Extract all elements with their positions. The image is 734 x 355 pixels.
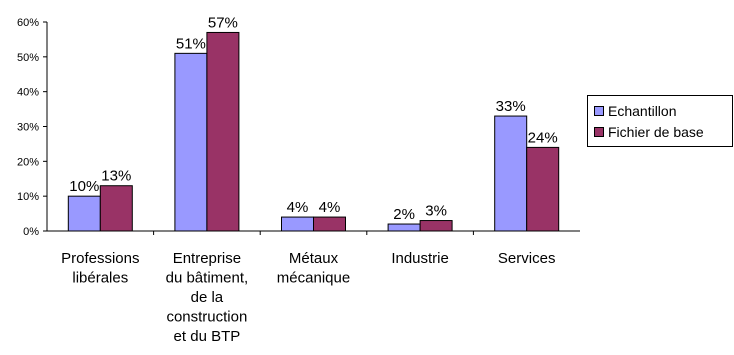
bar-data-label: 3%	[425, 203, 447, 220]
chart-category-labels: Professions libérales Entreprise du bâtimen…	[61, 250, 555, 345]
bar-data-label: 51%	[176, 35, 206, 52]
legend-label-fichier-de-base: Fichier de base	[608, 124, 704, 140]
x-category-label: et du BTP	[174, 328, 241, 345]
bar-data-label: 4%	[287, 199, 309, 216]
x-category-label: Industrie	[391, 250, 449, 267]
bar-fichier-de-base	[206, 31, 240, 232]
bar-data-label: 4%	[319, 199, 341, 216]
bar-echantillon	[174, 52, 208, 232]
bar-fichier-de-base	[526, 146, 560, 232]
bar-data-label: 33%	[496, 98, 526, 115]
bar-echantillon	[494, 115, 528, 232]
x-category-label: Professions	[61, 250, 139, 267]
bar-echantillon	[67, 195, 101, 232]
x-category-label: libérales	[72, 270, 128, 287]
legend-label-echantillon: Echantillon	[608, 103, 677, 119]
y-tick-label: 10%	[17, 191, 39, 203]
bar-data-label: 57%	[208, 14, 238, 31]
bar-fichier-de-base	[419, 220, 453, 232]
x-category-label: construction	[166, 309, 247, 326]
x-category-label: mécanique	[277, 270, 350, 287]
legend-item-echantillon: Echantillon	[594, 102, 677, 120]
legend-item-fichier-de-base: Fichier de base	[594, 123, 704, 141]
y-tick-label: 0%	[23, 226, 39, 238]
bar-fichier-de-base	[313, 216, 346, 232]
bar-data-label: 10%	[69, 178, 99, 195]
x-category-label: Métaux	[289, 250, 339, 267]
y-tick-label: 50%	[17, 52, 39, 64]
chart-data-labels: 10%13% 51%57% 4% 4% 2% 3% 33%24%	[69, 14, 557, 223]
x-category-label: Entreprise	[173, 250, 241, 267]
bar-echantillon	[281, 216, 314, 232]
legend-swatch-fichier-de-base	[594, 127, 604, 137]
chart-legend: Echantillon Fichier de base	[587, 95, 733, 147]
legend-swatch-echantillon	[594, 106, 604, 116]
bar-echantillon	[387, 223, 421, 232]
y-tick-label: 30%	[17, 122, 39, 134]
x-category-label: du bâtiment,	[166, 270, 249, 287]
chart-axes: 0% 10% 20% 30% 40% 50% 60%	[17, 17, 580, 238]
bar-data-label: 24%	[528, 129, 558, 146]
bar-data-label: 2%	[393, 206, 415, 223]
y-tick-label: 60%	[17, 17, 39, 29]
y-tick-label: 40%	[17, 87, 39, 99]
y-tick-label: 20%	[17, 156, 39, 168]
bar-fichier-de-base	[99, 185, 133, 232]
chart-bars	[67, 31, 560, 232]
x-category-label: de la	[191, 289, 224, 306]
bar-data-label: 13%	[101, 168, 131, 185]
x-category-label: Services	[498, 250, 556, 267]
